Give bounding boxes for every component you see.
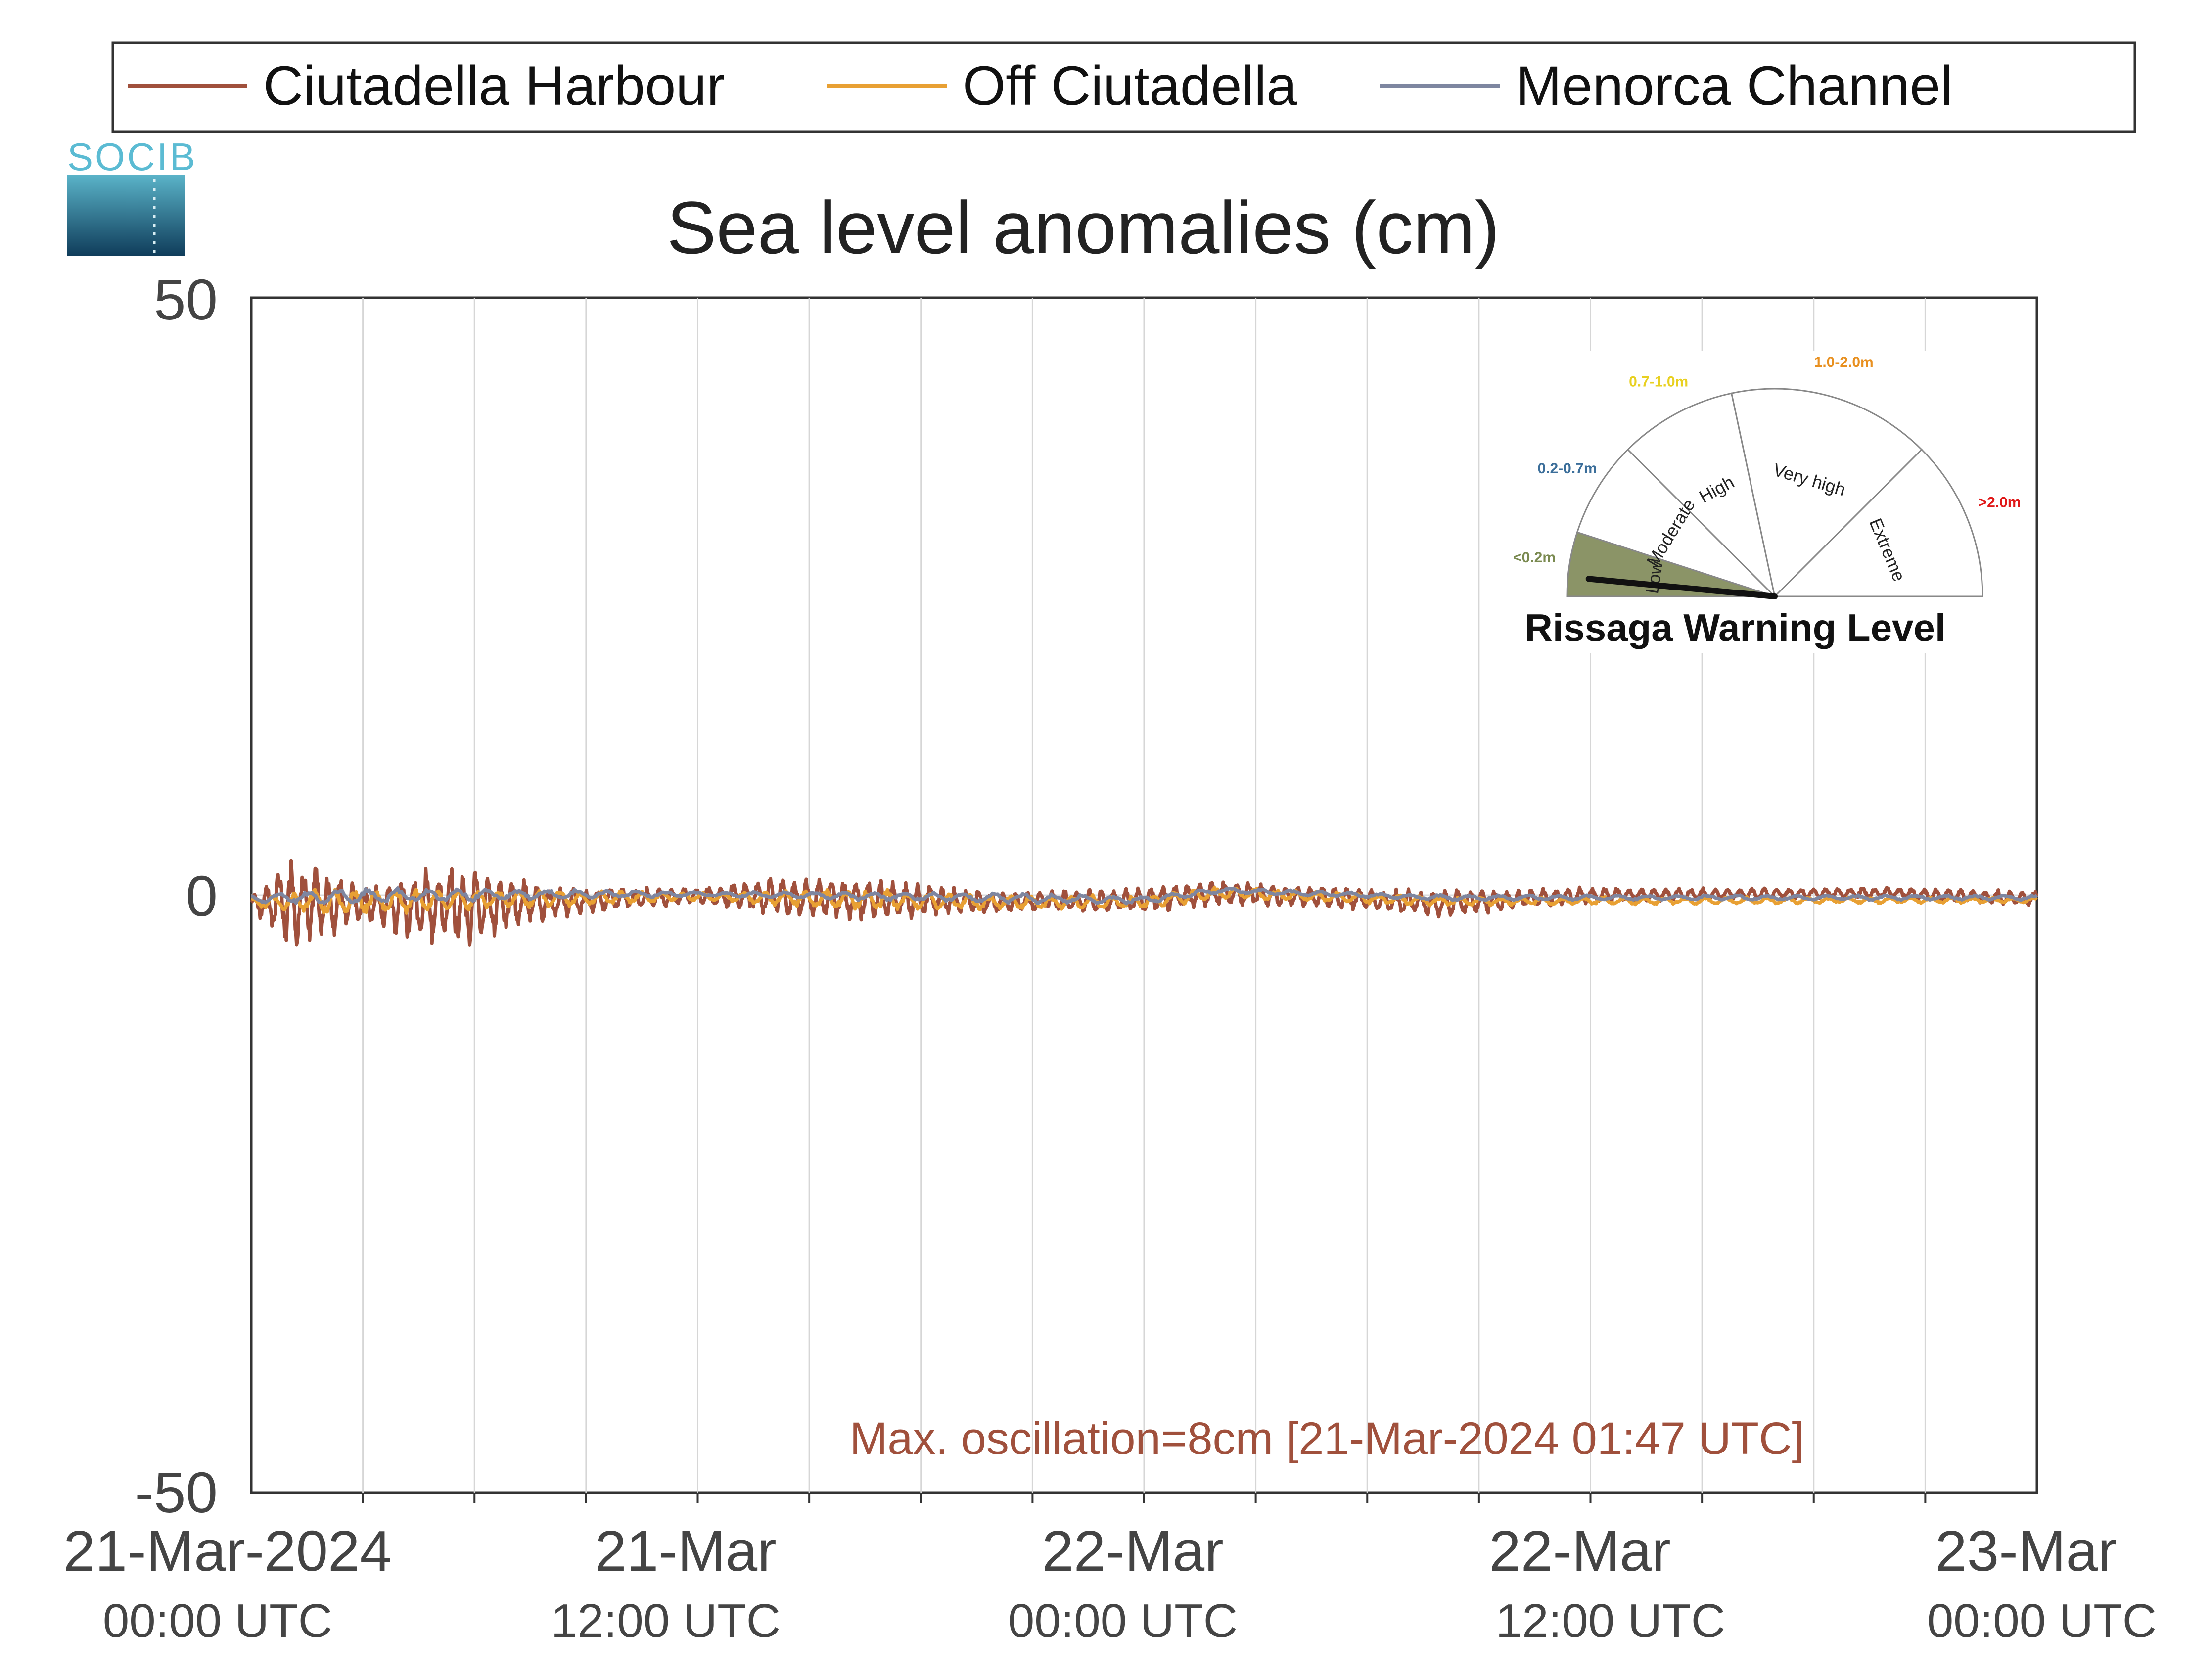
series-line-off-ciutadella bbox=[250, 886, 2038, 915]
gauge-range-high: 0.7-1.0m bbox=[1629, 374, 1688, 390]
series-line-menorca-channel bbox=[251, 886, 2038, 906]
series-group bbox=[250, 859, 2039, 947]
gauge-sectors bbox=[1566, 388, 1983, 599]
rissaga-warning-gauge: Low<0.2m Moderate0.2-0.7mHigh0.7-1.0mVery… bbox=[1489, 351, 2021, 653]
gauge-title: Rissaga Warning Level bbox=[1524, 606, 1945, 649]
y-tick-label-minus-50: -50 bbox=[135, 1460, 218, 1525]
chart-title: Sea level anomalies (cm) bbox=[667, 186, 1500, 269]
gauge-needle bbox=[1585, 576, 1778, 599]
x-tick-sublabel-2: 00:00 UTC bbox=[1008, 1594, 1238, 1647]
legend-frame bbox=[111, 41, 2136, 133]
y-tick-label-0: 0 bbox=[185, 864, 218, 928]
legend-label-ciutadella-harbour: Ciutadella Harbour bbox=[263, 55, 725, 117]
gauge-range-moderate: 0.2-0.7m bbox=[1537, 460, 1597, 477]
x-tick-label-2: 22-Mar bbox=[1042, 1519, 1223, 1583]
gauge-sector-extreme bbox=[1773, 448, 1983, 597]
socib-logo-text: SOCIB bbox=[67, 135, 197, 179]
legend-label-menorca-channel: Menorca Channel bbox=[1516, 55, 1953, 117]
x-tick-label-0: 21-Mar-2024 bbox=[63, 1519, 392, 1583]
x-tick-label-4: 23-Mar bbox=[1935, 1519, 2117, 1583]
gauge-range-low: <0.2m bbox=[1513, 549, 1556, 566]
gauge-sector-very-high bbox=[1730, 388, 1923, 598]
gauge-sector-high bbox=[1626, 392, 1776, 599]
socib-logo: SOCIB bbox=[67, 135, 197, 256]
max-oscillation-annotation: Max. oscillation=8cm [21-Mar-2024 01:47 … bbox=[850, 1413, 1804, 1464]
gauge-range-very-high: 1.0-2.0m bbox=[1814, 354, 1874, 370]
gauge-range-extreme: >2.0m bbox=[1979, 495, 2021, 511]
x-tick-label-3: 22-Mar bbox=[1489, 1519, 1670, 1583]
legend: Ciutadella Harbour Off Ciutadella Menorc… bbox=[111, 41, 2136, 133]
socib-logo-block bbox=[67, 175, 185, 256]
y-axis-ticks: 50 0 -50 bbox=[135, 268, 218, 1525]
x-axis-ticks: 21-Mar-2024 00:00 UTC 21-Mar 12:00 UTC 2… bbox=[63, 1519, 2157, 1647]
legend-label-off-ciutadella: Off Ciutadella bbox=[963, 55, 1297, 117]
gauge-sector-moderate bbox=[1576, 448, 1776, 597]
x-tick-label-1: 21-Mar bbox=[595, 1519, 776, 1583]
x-tick-sublabel-0: 00:00 UTC bbox=[103, 1594, 332, 1647]
x-tick-sublabel-3: 12:00 UTC bbox=[1496, 1594, 1725, 1647]
x-tick-sublabel-4: 00:00 UTC bbox=[1927, 1594, 2157, 1647]
x-tick-sublabel-1: 12:00 UTC bbox=[551, 1594, 781, 1647]
y-tick-label-50: 50 bbox=[154, 268, 218, 332]
